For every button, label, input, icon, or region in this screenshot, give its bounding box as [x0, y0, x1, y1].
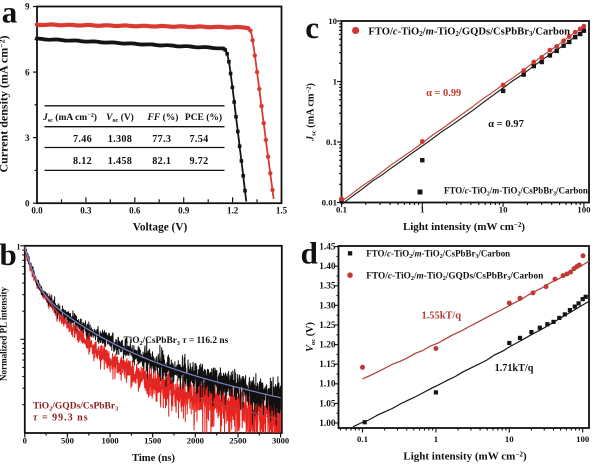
svg-text:6: 6 — [25, 67, 30, 77]
svg-text:10: 10 — [505, 434, 514, 444]
svg-text:7.46: 7.46 — [73, 134, 92, 145]
svg-text:1.308: 1.308 — [108, 134, 132, 145]
svg-text:Jsc (mA cm−2): Jsc (mA cm−2) — [42, 112, 97, 124]
svg-text:1.25: 1.25 — [319, 321, 336, 331]
svg-text:100: 100 — [577, 205, 591, 215]
svg-text:Voc (V): Voc (V) — [106, 112, 134, 124]
svg-text:3000: 3000 — [272, 435, 289, 445]
svg-text:500: 500 — [61, 435, 74, 445]
svg-text:1000: 1000 — [101, 435, 118, 445]
svg-text:1.45: 1.45 — [319, 243, 336, 253]
svg-text:FF (%): FF (%) — [147, 112, 179, 123]
svg-text:10: 10 — [328, 16, 337, 26]
svg-text:1.40: 1.40 — [319, 262, 336, 272]
svg-text:FTO/c-TiO2/m-TiO2/CsPbBr3/Carb: FTO/c-TiO2/m-TiO2/CsPbBr3/Carbon — [444, 186, 588, 198]
svg-text:c: c — [305, 10, 319, 45]
svg-text:9.72: 9.72 — [189, 156, 208, 167]
svg-text:FTO/c-TiO2/m-TiO2/CsPbBr3/Carb: FTO/c-TiO2/m-TiO2/CsPbBr3/Carbon — [366, 248, 510, 260]
svg-text:1.35: 1.35 — [319, 282, 336, 292]
svg-text:1: 1 — [333, 77, 337, 87]
svg-text:1: 1 — [420, 205, 424, 215]
svg-text:77.3: 77.3 — [152, 134, 171, 145]
svg-text:2000: 2000 — [187, 435, 204, 445]
svg-text:100: 100 — [576, 434, 590, 444]
svg-text:b: b — [0, 237, 17, 272]
svg-text:0: 0 — [23, 435, 27, 445]
svg-text:1.20: 1.20 — [319, 341, 336, 351]
svg-text:0: 0 — [25, 198, 30, 208]
svg-text:1.10: 1.10 — [319, 380, 336, 390]
svg-text:8.12: 8.12 — [73, 156, 92, 167]
svg-text:Voc (V): Voc (V) — [305, 322, 317, 352]
svg-text:1: 1 — [434, 434, 438, 444]
svg-text:Normalized PL intensity: Normalized PL intensity — [0, 287, 9, 381]
svg-text:0.1: 0.1 — [326, 137, 337, 147]
svg-text:0.6: 0.6 — [129, 206, 141, 216]
svg-text:1.2: 1.2 — [227, 206, 239, 216]
svg-text:1.30: 1.30 — [319, 301, 336, 311]
svg-text:d: d — [301, 236, 318, 271]
svg-text:TiO2/CsPbBr3 τ = 116.2 ns: TiO2/CsPbBr3 τ = 116.2 ns — [124, 336, 229, 347]
svg-text:Light intensity (mW cm−2): Light intensity (mW cm−2) — [403, 451, 527, 463]
svg-text:0.01: 0.01 — [322, 198, 337, 208]
svg-text:τ = 99.3 ns: τ = 99.3 ns — [33, 413, 89, 424]
svg-text:1.15: 1.15 — [319, 360, 336, 370]
svg-text:0.1: 0.1 — [357, 434, 368, 444]
svg-text:FTO/c-TiO2/m-TiO2/GQDs/CsPbBr3: FTO/c-TiO2/m-TiO2/GQDs/CsPbBr3/Carbon — [366, 271, 544, 282]
svg-text:TiO2/GQDs/CsPbBr3: TiO2/GQDs/CsPbBr3 — [33, 402, 118, 413]
svg-text:1.71kT/q: 1.71kT/q — [495, 363, 534, 374]
svg-text:Light intensity (mW cm−2): Light intensity (mW cm−2) — [403, 221, 525, 233]
svg-text:3: 3 — [25, 133, 30, 143]
svg-text:α = 0.99: α = 0.99 — [426, 88, 461, 99]
svg-text:1.5: 1.5 — [276, 206, 288, 216]
svg-text:9: 9 — [25, 2, 30, 12]
svg-text:82.1: 82.1 — [152, 156, 171, 167]
svg-text:FTO/c-TiO2/m-TiO2/GQDs/CsPbBr3: FTO/c-TiO2/m-TiO2/GQDs/CsPbBr3/Carbon — [368, 26, 570, 38]
svg-text:1.05: 1.05 — [319, 399, 336, 409]
svg-text:Jsc (mA cm−2): Jsc (mA cm−2) — [306, 83, 318, 142]
svg-text:0.1: 0.1 — [336, 205, 347, 215]
svg-text:Time (ns): Time (ns) — [132, 453, 176, 464]
svg-text:PCE (%): PCE (%) — [185, 112, 222, 123]
svg-text:7.54: 7.54 — [189, 134, 208, 145]
svg-text:0.9: 0.9 — [178, 206, 190, 216]
svg-text:Voltage (V): Voltage (V) — [133, 222, 188, 234]
svg-text:a: a — [2, 0, 18, 29]
svg-text:1.55kT/q: 1.55kT/q — [422, 311, 462, 322]
svg-text:0.3: 0.3 — [80, 206, 92, 216]
svg-text:0.0: 0.0 — [31, 206, 43, 216]
svg-text:10: 10 — [499, 205, 508, 215]
svg-text:1.00: 1.00 — [319, 419, 336, 429]
svg-text:Current density (mA cm−2): Current density (mA cm−2) — [0, 35, 11, 172]
svg-text:1.458: 1.458 — [108, 156, 132, 167]
svg-text:2500: 2500 — [229, 435, 246, 445]
svg-text:α = 0.97: α = 0.97 — [488, 119, 524, 130]
svg-text:1500: 1500 — [144, 435, 161, 445]
svg-text:1: 1 — [17, 243, 21, 252]
